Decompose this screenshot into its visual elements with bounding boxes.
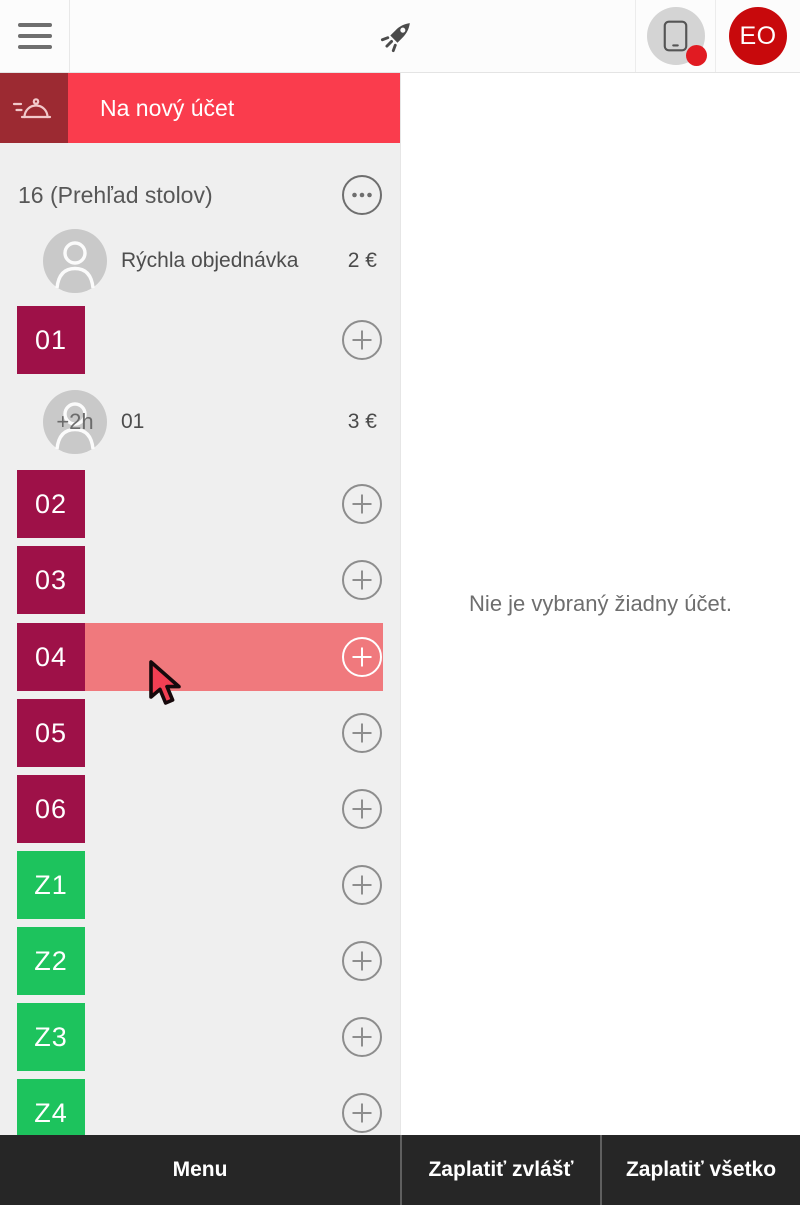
- plus-icon: [342, 484, 382, 524]
- add-order-button-05[interactable]: [341, 712, 383, 754]
- add-order-button-06[interactable]: [341, 788, 383, 830]
- plus-icon: [342, 789, 382, 829]
- more-options-button[interactable]: [341, 174, 383, 216]
- plus-icon: [342, 560, 382, 600]
- avatar-time-badge: +2h: [56, 409, 94, 434]
- plus-icon: [342, 865, 382, 905]
- rocket-icon: [380, 23, 410, 53]
- bill-detail-panel: Nie je vybraný žiadny účet.: [400, 73, 800, 1135]
- topbar-center: [70, 0, 635, 72]
- table-chip-06[interactable]: 06: [17, 775, 85, 843]
- table-row: 01: [17, 306, 383, 374]
- overview-row: 16 (Prehľad stolov): [18, 167, 383, 223]
- plus-icon: [342, 941, 382, 981]
- add-order-button-z1[interactable]: [341, 864, 383, 906]
- person-icon: [43, 229, 107, 293]
- tables-panel: 16 (Prehľad stolov): [0, 143, 400, 1135]
- add-order-button-z3[interactable]: [341, 1016, 383, 1058]
- device-status-button[interactable]: [635, 0, 715, 72]
- add-order-button-01[interactable]: [341, 319, 383, 361]
- table-chip-05[interactable]: 05: [17, 699, 85, 767]
- avatar: +2h: [43, 390, 107, 454]
- table-row: 05: [17, 699, 383, 767]
- plus-icon: [342, 1093, 382, 1133]
- device-circle: [646, 7, 707, 66]
- person-icon: [43, 390, 107, 454]
- table-chip-z3[interactable]: Z3: [17, 1003, 85, 1071]
- entry-price: 3 €: [347, 410, 377, 433]
- hamburger-icon: [17, 23, 52, 27]
- add-order-button-z4[interactable]: [341, 1092, 383, 1134]
- table-row: Z1: [17, 851, 383, 919]
- tablet-icon: [663, 20, 688, 52]
- add-order-button-02[interactable]: [341, 483, 383, 525]
- account-avatar-button[interactable]: EO: [715, 0, 800, 72]
- table-row: Z4: [17, 1079, 383, 1135]
- avatar-badge: [43, 229, 107, 293]
- add-order-button-04[interactable]: [341, 636, 383, 678]
- table-chip-z1[interactable]: Z1: [17, 851, 85, 919]
- avatar: [43, 229, 107, 293]
- table-chip-03[interactable]: 03: [17, 546, 85, 614]
- pay-separately-button[interactable]: Zaplatiť zvlášť: [400, 1135, 600, 1205]
- empty-state-message: Nie je vybraný žiadny účet.: [469, 591, 732, 616]
- ellipsis-icon: [342, 175, 382, 215]
- table-row-highlighted: 04: [17, 623, 383, 691]
- notification-badge: [685, 45, 707, 66]
- plus-icon: [342, 713, 382, 753]
- table-row: 02: [17, 470, 383, 538]
- menu-button[interactable]: Menu: [0, 1135, 400, 1205]
- entry-label: Rýchla objednávka: [121, 249, 299, 272]
- table-row: 03: [17, 546, 383, 614]
- add-order-button-z2[interactable]: [341, 940, 383, 982]
- table-row: Z2: [17, 927, 383, 995]
- table-chip-z2[interactable]: Z2: [17, 927, 85, 995]
- new-account-bar[interactable]: Na nový účet: [0, 73, 400, 143]
- plus-icon: [342, 1017, 382, 1057]
- overview-label: 16 (Prehľad stolov): [18, 181, 213, 208]
- cloche-icon: [12, 98, 52, 119]
- menu-toggle-button[interactable]: [0, 0, 70, 72]
- new-account-label: Na nový účet: [100, 94, 235, 121]
- entry-price: 2 €: [347, 249, 377, 272]
- table-chip-02[interactable]: 02: [17, 470, 85, 538]
- table-row: 06: [17, 775, 383, 843]
- table-chip-z4[interactable]: Z4: [17, 1079, 85, 1135]
- table-row: Z3: [17, 1003, 383, 1071]
- entry-label: 01: [121, 410, 145, 433]
- table-chip-04[interactable]: 04: [17, 623, 85, 691]
- topbar: EO: [0, 0, 800, 73]
- order-entry-01[interactable]: +2h 01 3 €: [0, 384, 400, 460]
- plus-icon: [342, 320, 382, 360]
- order-entry-quick[interactable]: Rýchla objednávka 2 €: [0, 223, 400, 299]
- bottom-action-bar: Menu Zaplatiť zvlášť Zaplatiť všetko: [0, 1135, 800, 1205]
- account-avatar: EO: [729, 7, 787, 65]
- plus-icon: [342, 637, 382, 677]
- table-chip-01[interactable]: 01: [17, 306, 85, 374]
- pay-all-button[interactable]: Zaplatiť všetko: [600, 1135, 800, 1205]
- add-order-button-03[interactable]: [341, 559, 383, 601]
- quick-serve-button[interactable]: [0, 73, 68, 143]
